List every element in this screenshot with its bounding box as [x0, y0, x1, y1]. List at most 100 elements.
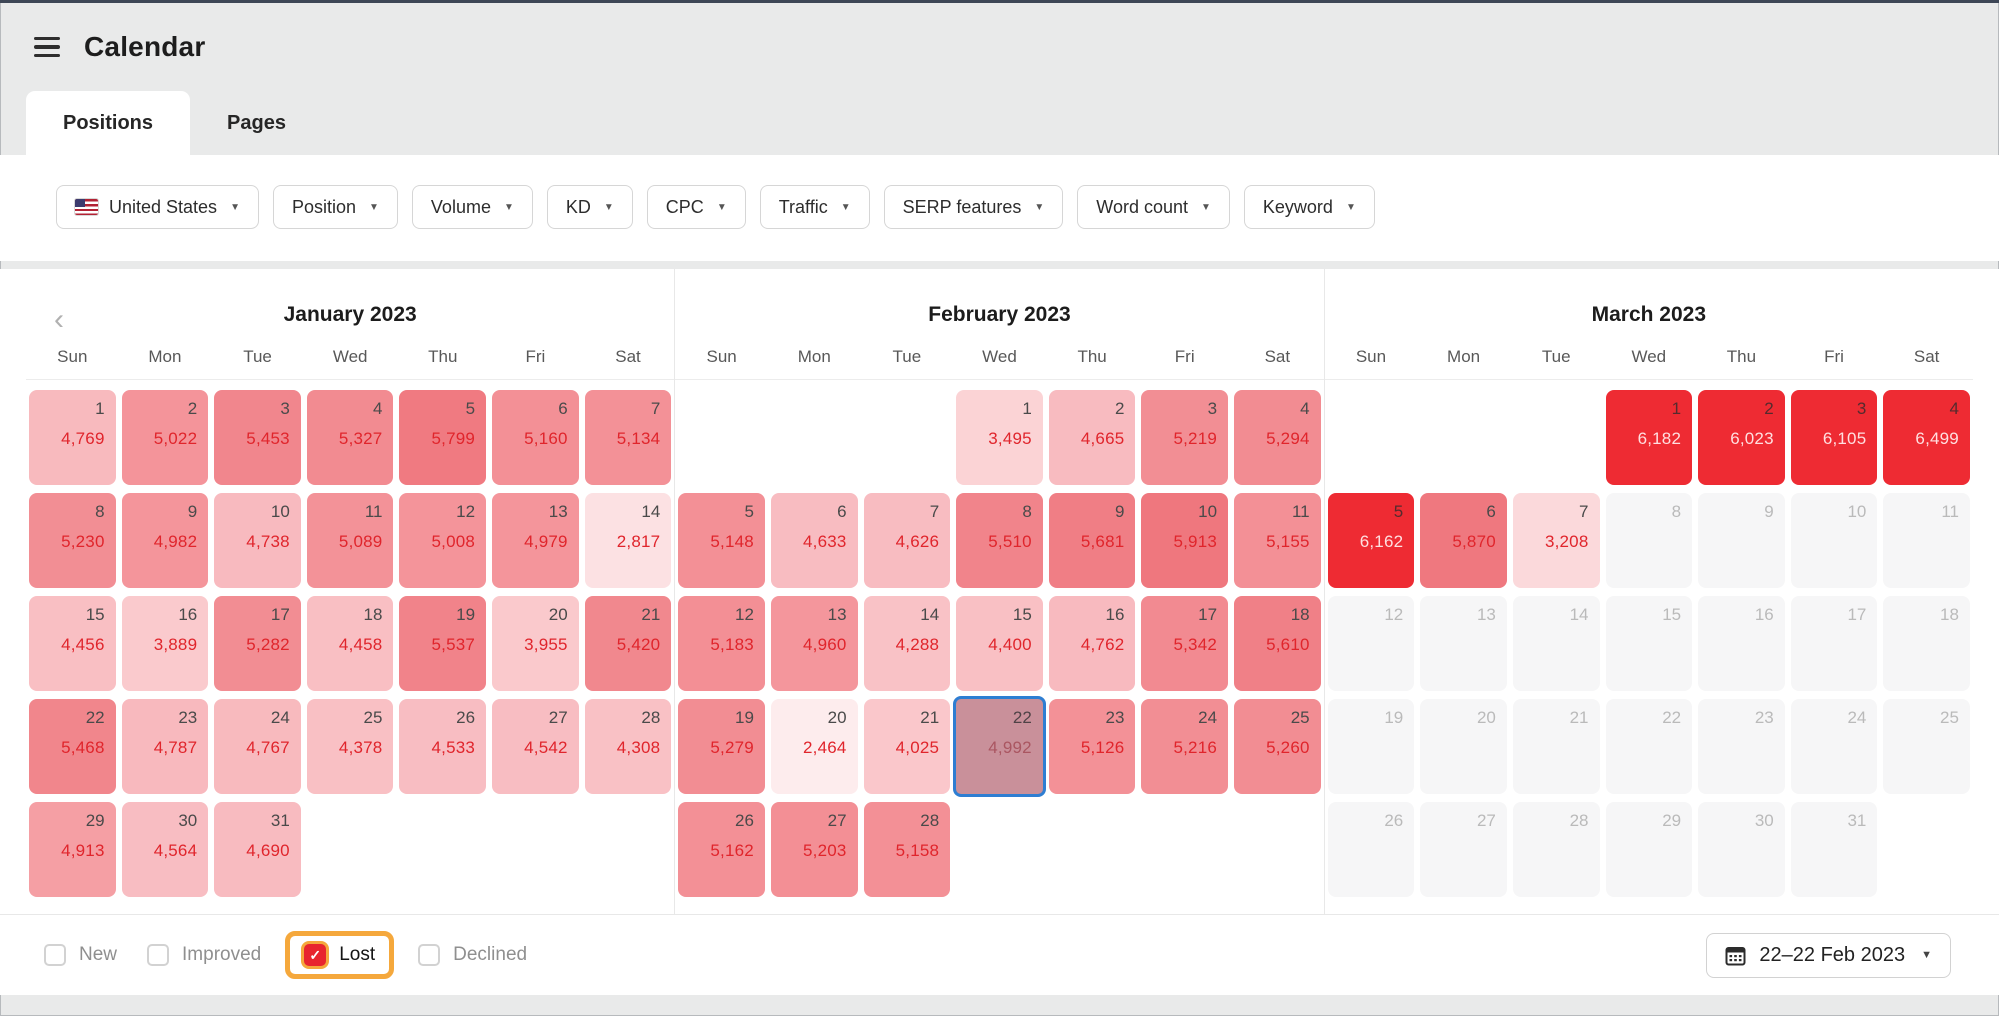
- day-cell[interactable]: 1 6,182: [1605, 390, 1693, 485]
- day-cell[interactable]: 23 5,126: [1048, 699, 1136, 794]
- day-cell[interactable]: 17 5,342: [1141, 596, 1229, 691]
- day-cell[interactable]: 11 5,089: [306, 493, 394, 588]
- filter-serp-features[interactable]: SERP features ▼: [883, 185, 1064, 229]
- day-cell[interactable]: 17 5,282: [214, 596, 301, 691]
- filter-volume[interactable]: Volume ▼: [411, 185, 533, 229]
- day-cell[interactable]: 20 3,955: [492, 596, 579, 691]
- day-cell[interactable]: 28 5,158: [863, 802, 951, 897]
- day-cell[interactable]: 6 5,870: [1420, 493, 1507, 588]
- day-cell[interactable]: 4 5,327: [306, 390, 394, 485]
- day-cell[interactable]: 19 5,279: [678, 699, 765, 794]
- filter-cpc[interactable]: CPC ▼: [646, 185, 746, 229]
- day-cell[interactable]: 24 5,216: [1141, 699, 1229, 794]
- filter-traffic[interactable]: Traffic ▼: [759, 185, 870, 229]
- tab-pages[interactable]: Pages: [227, 111, 286, 134]
- day-cell[interactable]: 30 4,564: [121, 802, 209, 897]
- day-cell[interactable]: 16 4,762: [1048, 596, 1136, 691]
- prev-month-icon[interactable]: ‹: [54, 303, 64, 336]
- date-range-picker[interactable]: 22–22 Feb 2023 ▼: [1706, 932, 1951, 978]
- day-cell[interactable]: 21 4,025: [863, 699, 951, 794]
- filter-word-count[interactable]: Word count ▼: [1077, 185, 1230, 229]
- filter-keyword[interactable]: Keyword ▼: [1243, 185, 1375, 229]
- day-cell[interactable]: 3 5,219: [1141, 390, 1229, 485]
- day-cell[interactable]: 20 2,464: [770, 699, 858, 794]
- day-value: 4,762: [1080, 635, 1125, 654]
- day-value: 5,681: [1080, 532, 1125, 551]
- day-cell[interactable]: 1 4,769: [29, 390, 116, 485]
- day-number: 5: [465, 399, 476, 418]
- day-cell[interactable]: 7 3,208: [1512, 493, 1600, 588]
- day-cell[interactable]: 18 5,610: [1234, 596, 1321, 691]
- day-cell: 15: [1605, 596, 1693, 691]
- day-cell[interactable]: 22 5,468: [29, 699, 116, 794]
- filter-checkbox-improved[interactable]: Improved: [147, 944, 261, 966]
- day-number: 23: [178, 708, 198, 727]
- day-cell[interactable]: 1 3,495: [956, 390, 1043, 485]
- day-cell[interactable]: 4 6,499: [1883, 390, 1970, 485]
- day-cell[interactable]: 28 4,308: [584, 699, 672, 794]
- day-cell[interactable]: 7 4,626: [863, 493, 951, 588]
- day-cell[interactable]: 19 5,537: [399, 596, 487, 691]
- day-cell[interactable]: 23 4,787: [121, 699, 209, 794]
- day-cell[interactable]: 5 6,162: [1327, 493, 1415, 588]
- day-cell[interactable]: 31 4,690: [214, 802, 301, 897]
- menu-icon[interactable]: [34, 36, 60, 58]
- day-cell[interactable]: 6 5,160: [492, 390, 579, 485]
- day-cell[interactable]: 18 4,458: [306, 596, 394, 691]
- day-number: 27: [1476, 811, 1496, 830]
- day-cell[interactable]: 15 4,456: [29, 596, 116, 691]
- day-cell[interactable]: 2 4,665: [1048, 390, 1136, 485]
- day-cell[interactable]: 3 5,453: [214, 390, 301, 485]
- day-cell[interactable]: 8 5,230: [29, 493, 116, 588]
- day-cell[interactable]: 3 6,105: [1790, 390, 1878, 485]
- day-cell[interactable]: 26 4,533: [399, 699, 487, 794]
- day-cell[interactable]: 7 5,134: [584, 390, 672, 485]
- filter-checkbox-new[interactable]: New: [44, 944, 117, 966]
- day-cell[interactable]: 10 5,913: [1141, 493, 1229, 588]
- day-cell[interactable]: 4 5,294: [1234, 390, 1321, 485]
- filter-label: CPC: [665, 196, 704, 217]
- day-cell[interactable]: 21 5,420: [584, 596, 672, 691]
- day-cell[interactable]: 6 4,633: [770, 493, 858, 588]
- day-cell[interactable]: 14 4,288: [863, 596, 951, 691]
- day-cell[interactable]: 13 4,960: [770, 596, 858, 691]
- day-cell: 27: [1420, 802, 1507, 897]
- day-cell[interactable]: 14 2,817: [584, 493, 672, 588]
- filter-checkbox-declined[interactable]: Declined: [418, 944, 527, 966]
- tab-positions[interactable]: Positions: [26, 91, 191, 155]
- filter-united-states[interactable]: United States ▼: [56, 185, 259, 229]
- day-cell[interactable]: 24 4,767: [214, 699, 301, 794]
- day-cell[interactable]: 27 4,542: [492, 699, 579, 794]
- day-value: 5,294: [1266, 429, 1310, 448]
- filter-checkbox-lost[interactable]: ✓ Lost: [304, 944, 375, 966]
- day-cell[interactable]: 22 4,992: [956, 699, 1043, 794]
- day-number: 11: [1941, 502, 1959, 521]
- day-cell[interactable]: 15 4,400: [956, 596, 1043, 691]
- day-cell[interactable]: 12 5,008: [399, 493, 487, 588]
- day-value: 5,183: [710, 635, 754, 654]
- day-value: 4,025: [895, 738, 940, 757]
- day-number: 16: [1754, 605, 1774, 624]
- day-cell[interactable]: 11 5,155: [1234, 493, 1321, 588]
- day-cell[interactable]: 25 5,260: [1234, 699, 1321, 794]
- day-cell[interactable]: 9 5,681: [1048, 493, 1136, 588]
- day-cell[interactable]: 25 4,378: [306, 699, 394, 794]
- day-cell[interactable]: 8 5,510: [956, 493, 1043, 588]
- filter-position[interactable]: Position ▼: [272, 185, 398, 229]
- day-cell[interactable]: 12 5,183: [678, 596, 765, 691]
- day-number: 11: [364, 502, 383, 521]
- day-cell[interactable]: 5 5,799: [399, 390, 487, 485]
- checkbox-label: New: [79, 944, 118, 965]
- day-cell[interactable]: 2 6,023: [1698, 390, 1785, 485]
- day-cell[interactable]: 27 5,203: [770, 802, 858, 897]
- day-cell[interactable]: 13 4,979: [492, 493, 579, 588]
- day-cell[interactable]: 5 5,148: [678, 493, 765, 588]
- day-cell[interactable]: 10 4,738: [214, 493, 301, 588]
- day-value: 4,992: [988, 738, 1032, 757]
- day-cell[interactable]: 2 5,022: [121, 390, 209, 485]
- filter-kd[interactable]: KD ▼: [546, 185, 633, 229]
- day-cell[interactable]: 29 4,913: [29, 802, 116, 897]
- day-cell[interactable]: 26 5,162: [678, 802, 765, 897]
- day-cell[interactable]: 9 4,982: [121, 493, 209, 588]
- day-cell[interactable]: 16 3,889: [121, 596, 209, 691]
